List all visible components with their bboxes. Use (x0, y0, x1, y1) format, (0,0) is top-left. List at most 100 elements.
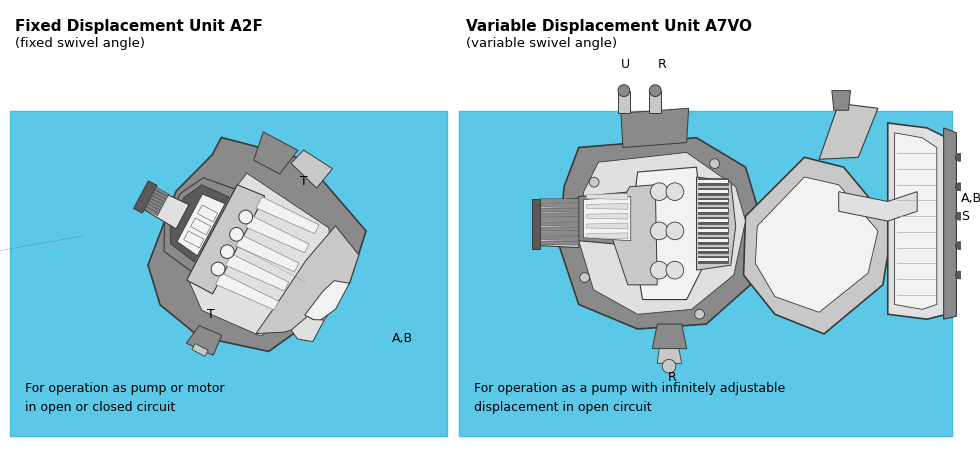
Polygon shape (236, 235, 299, 272)
Polygon shape (177, 194, 225, 256)
Polygon shape (587, 193, 628, 199)
Polygon shape (699, 257, 728, 263)
Polygon shape (540, 236, 579, 240)
Polygon shape (291, 317, 324, 341)
Polygon shape (540, 232, 579, 236)
Circle shape (229, 227, 243, 241)
Polygon shape (819, 103, 878, 159)
Text: Variable Displacement Unit A7VO: Variable Displacement Unit A7VO (466, 19, 752, 34)
Polygon shape (186, 185, 265, 294)
Polygon shape (148, 138, 367, 351)
Polygon shape (189, 189, 264, 285)
Polygon shape (699, 178, 728, 185)
Polygon shape (699, 190, 728, 193)
Circle shape (695, 309, 705, 319)
Polygon shape (256, 226, 359, 334)
Polygon shape (225, 254, 289, 291)
Polygon shape (699, 188, 728, 194)
Polygon shape (246, 216, 309, 253)
Circle shape (220, 245, 234, 258)
Polygon shape (650, 91, 662, 113)
Text: (fixed swivel angle): (fixed swivel angle) (15, 37, 145, 50)
Polygon shape (699, 219, 728, 222)
Polygon shape (171, 185, 228, 262)
Polygon shape (291, 150, 332, 188)
Bar (10, 111, 447, 436)
Polygon shape (699, 247, 728, 253)
Circle shape (212, 262, 225, 276)
Polygon shape (540, 218, 579, 221)
Text: For operation as pump or motor: For operation as pump or motor (24, 382, 224, 395)
Polygon shape (540, 222, 579, 226)
Circle shape (666, 183, 684, 201)
Text: in open or closed circuit: in open or closed circuit (24, 401, 174, 414)
Polygon shape (587, 203, 628, 209)
Polygon shape (944, 128, 956, 319)
Text: R: R (667, 371, 676, 384)
Circle shape (618, 85, 630, 97)
Polygon shape (540, 213, 579, 217)
Polygon shape (587, 213, 628, 219)
Polygon shape (587, 223, 628, 229)
Polygon shape (305, 281, 350, 322)
Polygon shape (189, 173, 332, 336)
Polygon shape (540, 208, 579, 212)
Circle shape (239, 210, 253, 224)
Polygon shape (144, 189, 189, 229)
Polygon shape (149, 198, 163, 207)
Polygon shape (133, 181, 157, 213)
Polygon shape (895, 133, 937, 309)
Circle shape (651, 183, 668, 201)
Polygon shape (540, 203, 579, 207)
Polygon shape (154, 190, 168, 199)
Polygon shape (540, 227, 579, 231)
Polygon shape (145, 207, 159, 216)
Circle shape (666, 222, 684, 240)
Text: Fixed Displacement Unit A2F: Fixed Displacement Unit A2F (15, 19, 263, 34)
Polygon shape (888, 123, 947, 319)
Circle shape (589, 177, 599, 187)
Polygon shape (191, 218, 211, 235)
Polygon shape (756, 177, 878, 312)
Polygon shape (152, 193, 166, 202)
Circle shape (651, 261, 668, 279)
Polygon shape (699, 180, 728, 183)
Text: U: U (621, 58, 630, 71)
Polygon shape (699, 209, 728, 212)
Text: T: T (300, 175, 308, 189)
Text: displacement in open circuit: displacement in open circuit (473, 401, 652, 414)
Circle shape (650, 85, 662, 97)
Circle shape (651, 222, 668, 240)
Text: For operation as a pump with infinitely adjustable: For operation as a pump with infinitely … (473, 382, 785, 395)
Circle shape (710, 159, 719, 169)
Circle shape (956, 212, 963, 220)
Polygon shape (618, 91, 630, 113)
Polygon shape (587, 233, 628, 239)
Polygon shape (699, 229, 728, 232)
Polygon shape (699, 198, 728, 204)
Polygon shape (584, 197, 631, 241)
Polygon shape (540, 241, 579, 245)
Polygon shape (192, 344, 208, 356)
Polygon shape (532, 198, 540, 249)
Text: T: T (207, 308, 215, 321)
Polygon shape (146, 204, 160, 213)
Text: R: R (658, 58, 666, 71)
Polygon shape (699, 207, 728, 214)
Text: A,B: A,B (961, 192, 980, 205)
Polygon shape (699, 199, 728, 202)
Polygon shape (151, 196, 165, 205)
Polygon shape (699, 239, 728, 242)
Text: S: S (961, 210, 969, 223)
Polygon shape (579, 152, 746, 314)
Polygon shape (699, 249, 728, 252)
Polygon shape (216, 273, 278, 310)
Circle shape (580, 272, 590, 282)
Polygon shape (832, 91, 851, 110)
Polygon shape (658, 349, 682, 364)
Circle shape (666, 261, 684, 279)
Circle shape (956, 242, 963, 249)
Polygon shape (183, 231, 204, 248)
Circle shape (956, 183, 963, 191)
Text: A,B: A,B (392, 332, 414, 345)
